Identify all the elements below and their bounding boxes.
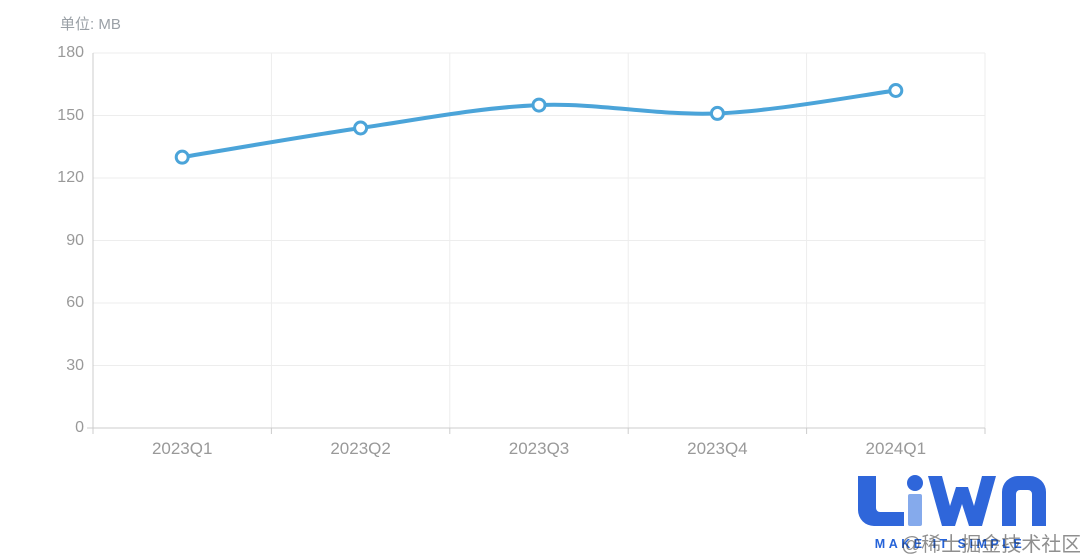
x-tick-label-2024Q1: 2024Q1 [865,439,927,458]
liwa-logo-mark [858,475,1046,526]
liwa-logo: MAKE IT SIMPLE [852,474,1048,551]
watermark-text: @稀土掘金技术社区 [901,534,1080,556]
y-tick-label-150: 150 [57,106,84,124]
x-tick-label-2023Q3: 2023Q3 [508,439,570,458]
logo-letter-w [928,476,996,526]
logo-tagline: MAKE IT SIMPLE [874,537,1026,551]
y-tick-label-120: 120 [57,169,84,186]
logo-letter-i-stem [908,494,922,526]
data-point-2023Q2[interactable] [353,120,369,136]
x-tick-label-2023Q4: 2023Q4 [687,439,748,458]
y-tick-label-60: 60 [66,294,84,311]
data-point-2024Q1[interactable] [888,83,904,98]
logo-letter-a [1002,476,1046,526]
x-tick-label-2023Q2: 2023Q2 [330,439,391,458]
y-tick-label-90: 90 [66,231,84,249]
x-tick-label-2023Q1: 2023Q1 [151,439,213,458]
data-point-2023Q4[interactable] [709,105,725,121]
y-axis-unit-label: 单位: MB [60,16,121,33]
logo-letter-i-dot [907,475,923,491]
data-point-2023Q1[interactable] [174,149,190,165]
data-point-2023Q3[interactable] [531,97,547,113]
y-tick-label-30: 30 [66,356,84,374]
y-tick-label-180: 180 [57,44,84,61]
logo-letter-l [858,476,904,526]
y-tick-label-0: 0 [75,419,84,436]
